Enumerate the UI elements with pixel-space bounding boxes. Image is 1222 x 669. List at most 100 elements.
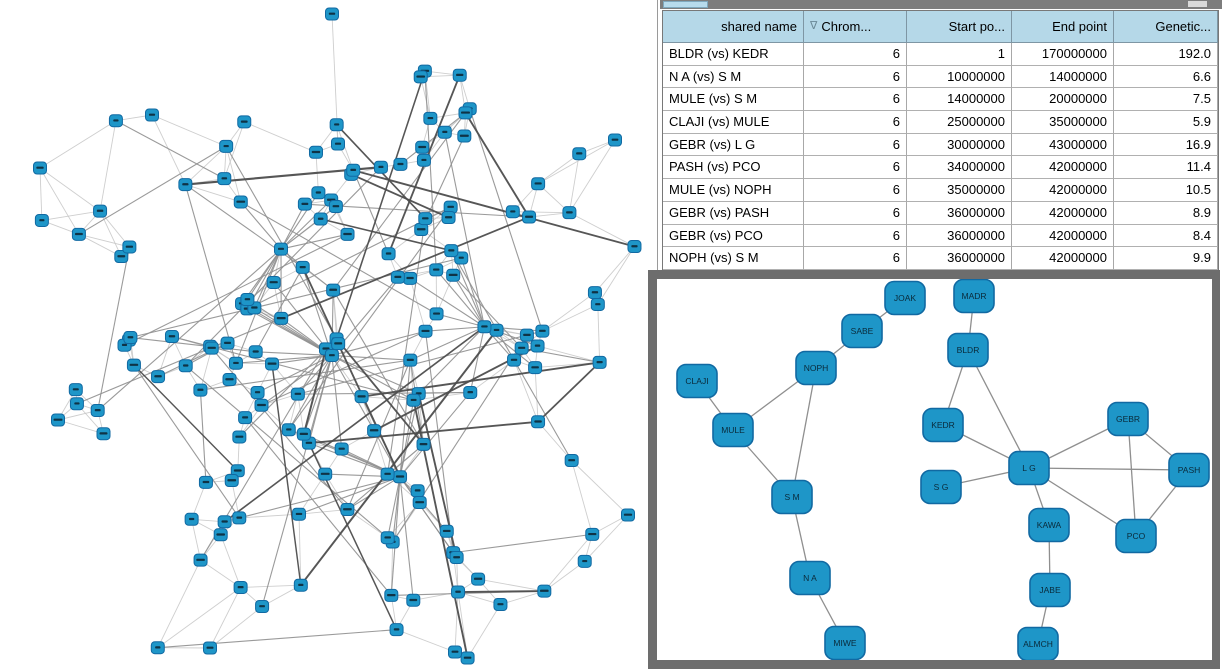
graph-node[interactable] — [458, 106, 473, 120]
subnet-node-l-g[interactable]: L G — [1008, 450, 1050, 486]
graph-node[interactable] — [193, 383, 208, 397]
subnet-node-madr[interactable]: MADR — [953, 279, 995, 314]
graph-node[interactable] — [219, 139, 234, 153]
graph-node[interactable] — [393, 470, 408, 484]
graph-node[interactable] — [562, 206, 577, 220]
subnet-node-kawa[interactable]: KAWA — [1028, 507, 1070, 543]
graph-node[interactable] — [318, 467, 333, 481]
graph-node[interactable] — [93, 204, 108, 218]
graph-node[interactable] — [325, 7, 339, 21]
graph-node[interactable] — [519, 328, 534, 342]
subnet-node-noph[interactable]: NOPH — [795, 350, 837, 386]
subnet-node-s-g[interactable]: S G — [920, 469, 962, 505]
graph-node[interactable] — [308, 145, 323, 159]
graph-node[interactable] — [220, 336, 235, 350]
graph-node[interactable] — [293, 578, 308, 592]
graph-node[interactable] — [592, 355, 607, 369]
graph-node[interactable] — [68, 383, 83, 397]
graph-node[interactable] — [531, 177, 546, 191]
graph-node[interactable] — [505, 205, 520, 219]
graph-node[interactable] — [493, 597, 508, 611]
graph-node[interactable] — [489, 323, 504, 337]
graph-node[interactable] — [406, 393, 421, 407]
graph-node[interactable] — [313, 212, 328, 226]
table-row[interactable]: BLDR (vs) KEDR 6 1 170000000 192.0 — [663, 43, 1218, 66]
graph-node[interactable] — [292, 507, 307, 521]
graph-node[interactable] — [528, 361, 543, 375]
graph-node[interactable] — [114, 250, 129, 264]
subnet-node-s-m[interactable]: S M — [771, 479, 813, 515]
graph-node[interactable] — [477, 320, 492, 334]
graph-node[interactable] — [367, 424, 382, 438]
graph-node[interactable] — [572, 147, 587, 161]
table-row[interactable]: GEBR (vs) L G 6 30000000 43000000 16.9 — [663, 133, 1218, 157]
graph-node[interactable] — [33, 161, 47, 175]
graph-node[interactable] — [441, 211, 456, 225]
graph-node[interactable] — [232, 430, 247, 444]
graph-node[interactable] — [418, 212, 433, 226]
graph-node[interactable] — [389, 623, 404, 637]
graph-node[interactable] — [238, 411, 253, 425]
subnet-node-miwe[interactable]: MIWE — [824, 625, 866, 660]
subnet-node-bldr[interactable]: BLDR — [947, 332, 989, 368]
graph-node[interactable] — [412, 496, 427, 510]
graph-node[interactable] — [126, 358, 141, 372]
graph-node[interactable] — [354, 390, 369, 404]
column-header-genetic-[interactable]: Genetic... — [1114, 11, 1218, 43]
graph-node[interactable] — [585, 527, 600, 541]
graph-node[interactable] — [273, 242, 288, 256]
graph-node[interactable] — [373, 160, 388, 174]
graph-node[interactable] — [403, 271, 418, 285]
graph-node[interactable] — [198, 475, 213, 489]
graph-node[interactable] — [151, 370, 166, 384]
graph-node[interactable] — [331, 337, 346, 351]
table-row[interactable]: GEBR (vs) PCO 6 36000000 42000000 8.4 — [663, 224, 1218, 248]
table-scrollbar-chip[interactable] — [1188, 1, 1207, 7]
graph-node[interactable] — [240, 292, 255, 306]
graph-node[interactable] — [34, 213, 49, 227]
graph-node[interactable] — [340, 227, 355, 241]
graph-node[interactable] — [414, 223, 429, 237]
graph-node[interactable] — [217, 515, 232, 529]
graph-node[interactable] — [233, 195, 248, 209]
graph-node[interactable] — [233, 580, 248, 594]
table-row[interactable]: GEBR (vs) PASH 6 36000000 42000000 8.9 — [663, 201, 1218, 225]
graph-node[interactable] — [471, 572, 486, 586]
graph-node[interactable] — [122, 240, 137, 254]
graph-node[interactable] — [531, 415, 546, 429]
graph-node[interactable] — [403, 353, 418, 367]
subnet-node-pash[interactable]: PASH — [1168, 452, 1210, 488]
graph-node[interactable] — [449, 551, 464, 565]
graph-node[interactable] — [446, 268, 461, 282]
column-header-start-po-[interactable]: Start po... — [907, 11, 1012, 43]
table-row[interactable]: CLAJI (vs) MULE 6 25000000 35000000 5.9 — [663, 111, 1218, 134]
graph-node[interactable] — [590, 297, 605, 311]
graph-node[interactable] — [416, 153, 431, 167]
graph-node[interactable] — [328, 199, 343, 213]
graph-node[interactable] — [444, 244, 459, 258]
graph-node[interactable] — [90, 403, 105, 417]
graph-node[interactable] — [184, 512, 199, 526]
graph-node[interactable] — [324, 348, 339, 362]
graph-node[interactable] — [150, 641, 165, 655]
graph-node[interactable] — [145, 108, 159, 122]
graph-node[interactable] — [334, 442, 349, 456]
table-row[interactable]: MULE (vs) NOPH 6 35000000 42000000 10.5 — [663, 179, 1218, 202]
graph-node[interactable] — [463, 385, 478, 399]
subnet-node-kedr[interactable]: KEDR — [922, 407, 964, 443]
graph-node[interactable] — [178, 178, 193, 192]
graph-node[interactable] — [380, 467, 395, 481]
subnet-node-almch[interactable]: ALMCH — [1017, 626, 1059, 661]
graph-node[interactable] — [621, 508, 635, 522]
graph-node[interactable] — [203, 641, 217, 655]
graph-node[interactable] — [265, 357, 280, 371]
graph-node[interactable] — [393, 157, 408, 171]
column-header-chrom-[interactable]: ∇ Chrom... — [804, 11, 907, 43]
subnet-node-joak[interactable]: JOAK — [884, 280, 926, 316]
graph-node[interactable] — [384, 588, 399, 602]
graph-node[interactable] — [329, 118, 344, 132]
graph-node[interactable] — [248, 345, 263, 359]
graph-node[interactable] — [418, 324, 433, 338]
subnet-node-sabe[interactable]: SABE — [841, 313, 883, 349]
graph-node[interactable] — [297, 197, 312, 211]
